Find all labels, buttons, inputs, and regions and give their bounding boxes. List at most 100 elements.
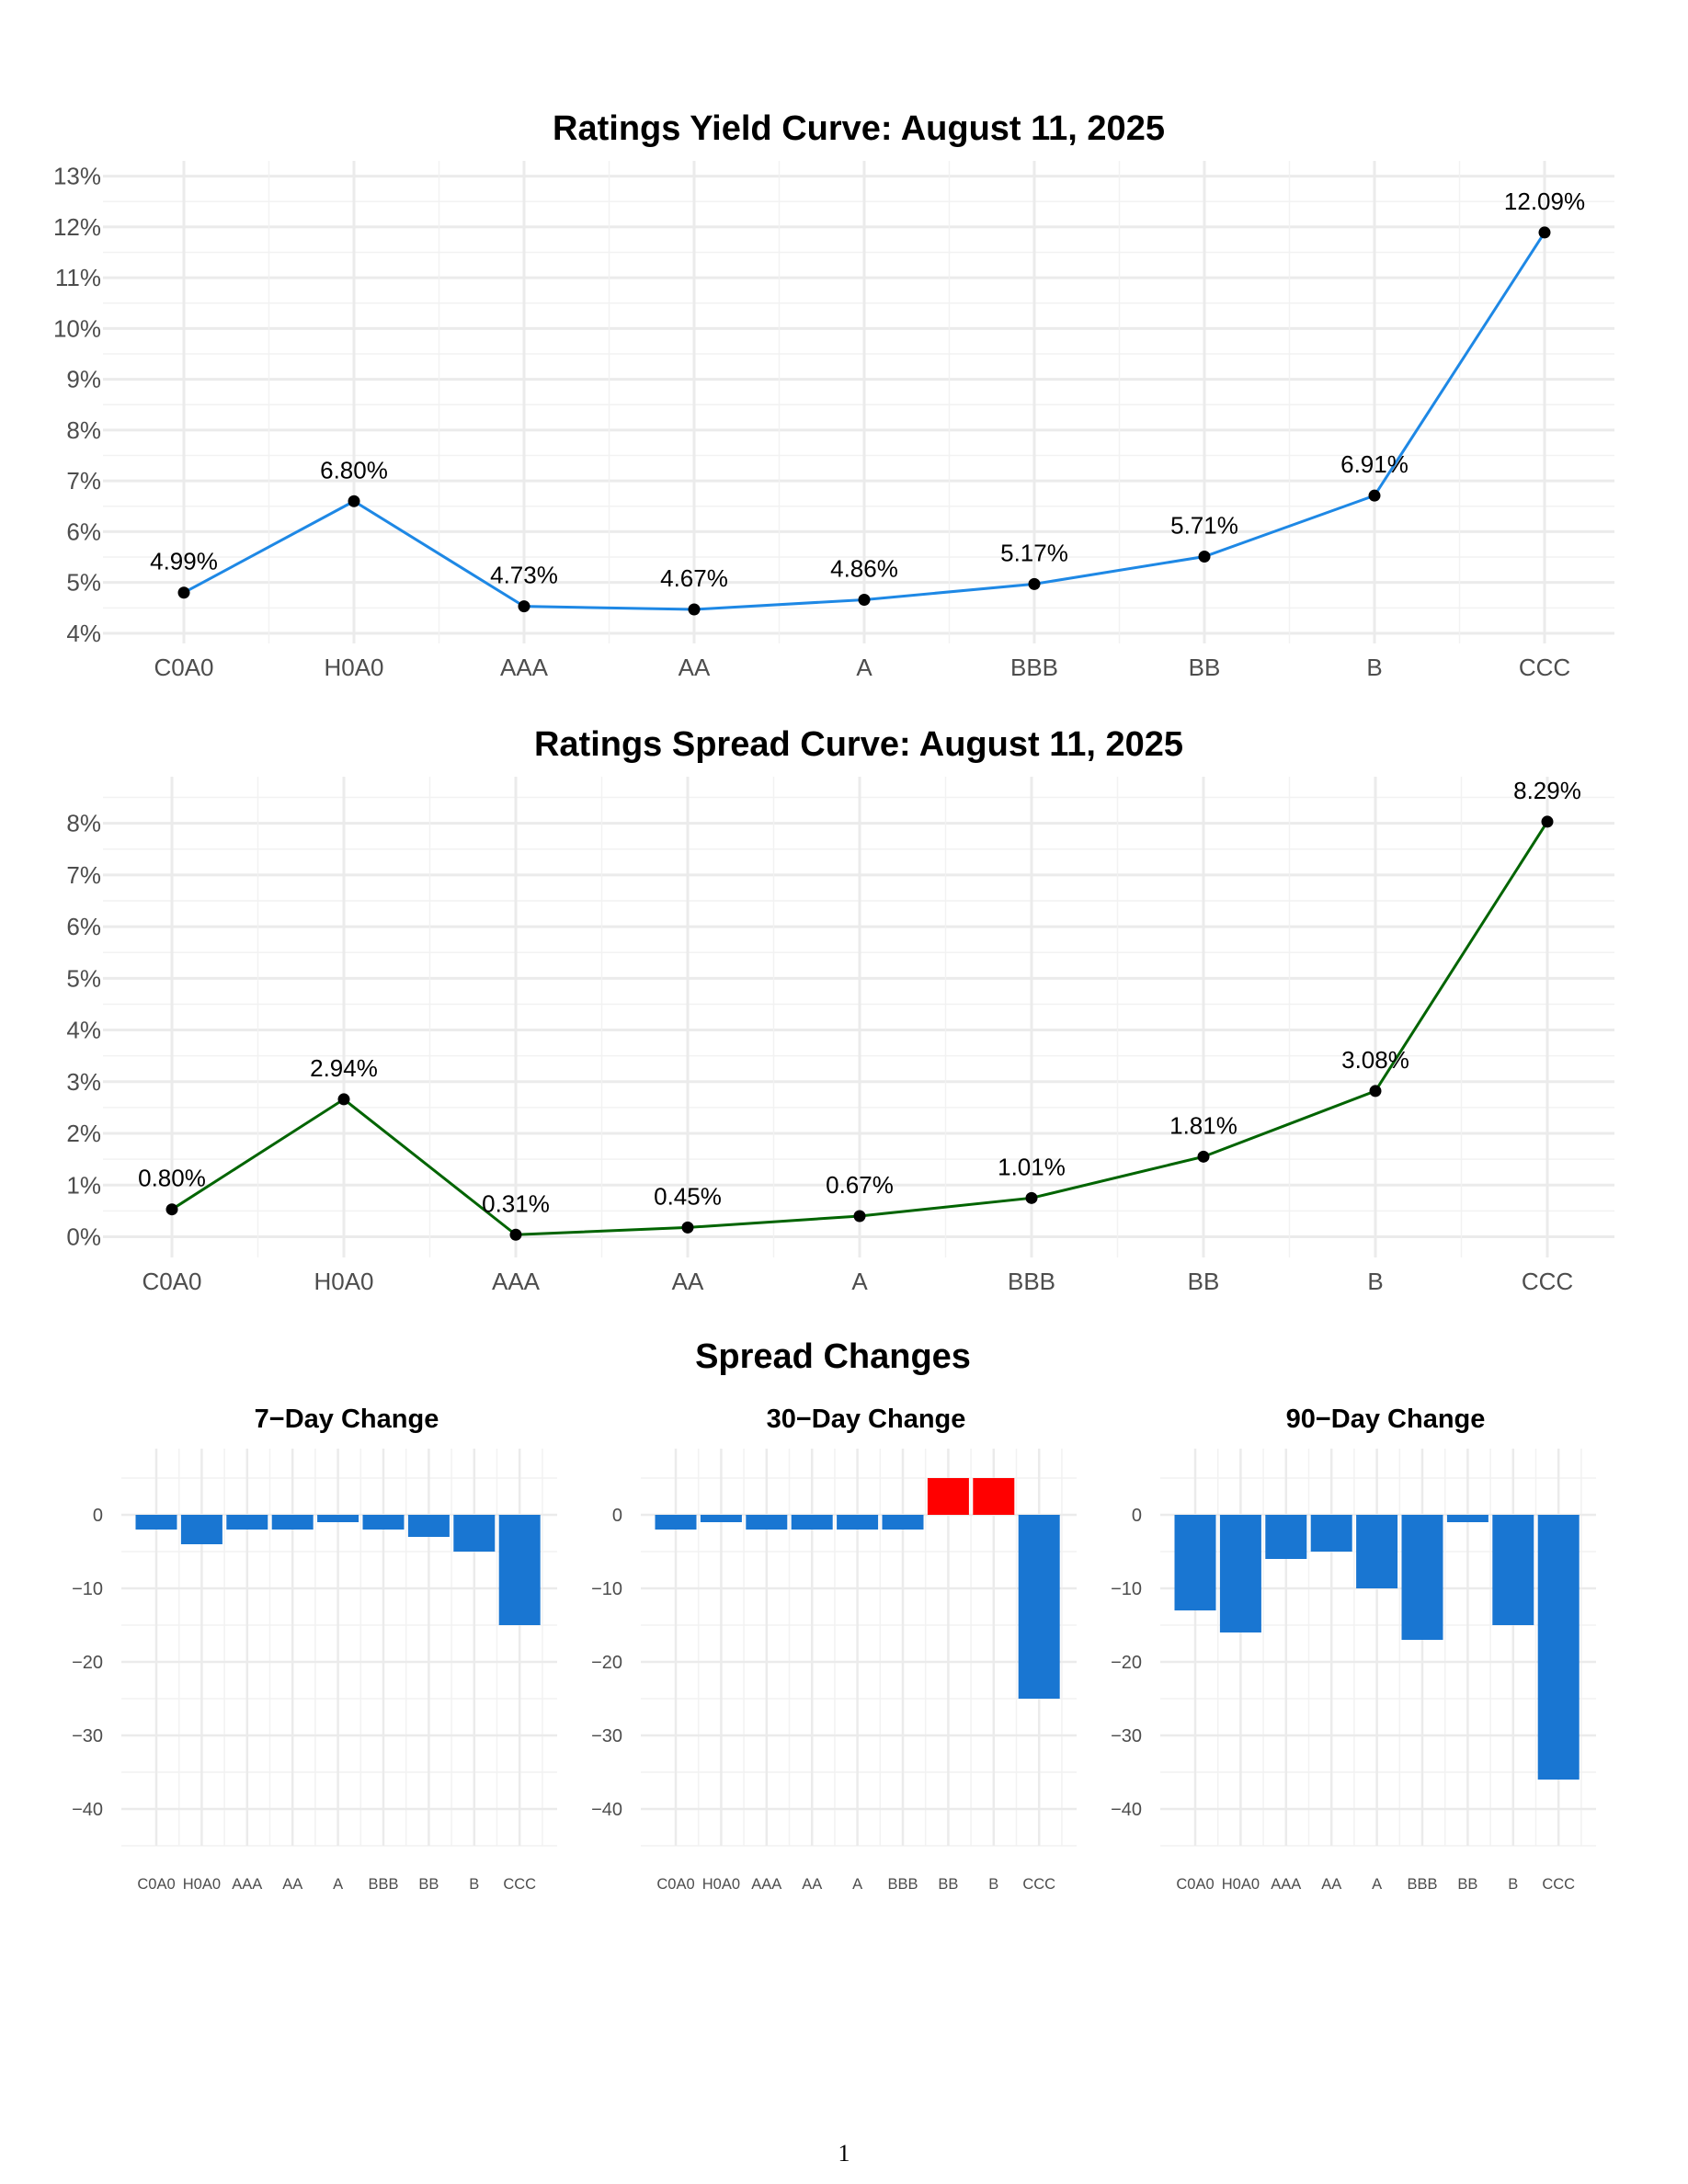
data-label: 8.29% (1513, 777, 1581, 804)
bar (1174, 1515, 1216, 1610)
x-tick-label: H0A0 (324, 654, 383, 681)
x-tick-label: AAA (751, 1876, 781, 1893)
x-tick-label: C0A0 (142, 1268, 201, 1295)
bar (180, 1515, 222, 1544)
y-tick-label: 4% (66, 1017, 101, 1044)
x-tick-label: AA (679, 654, 711, 681)
x-tick-label: B (988, 1876, 998, 1893)
data-label: 0.67% (826, 1171, 894, 1199)
y-tick-label: 8% (66, 810, 101, 837)
x-tick-label: H0A0 (183, 1876, 221, 1893)
chart-title: 7−Day Change (255, 1405, 439, 1434)
x-tick-label: CCC (503, 1876, 536, 1893)
y-tick-label: 13% (53, 163, 101, 190)
data-label: 4.86% (830, 554, 898, 582)
bar (700, 1515, 742, 1522)
bar (1537, 1515, 1580, 1780)
x-tick-label: AA (802, 1876, 822, 1893)
bar (317, 1515, 359, 1522)
bar (1446, 1515, 1488, 1522)
data-point (1369, 1085, 1382, 1098)
x-tick-label: BB (1188, 1268, 1220, 1295)
bar (1356, 1515, 1398, 1588)
data-label: 6.91% (1340, 450, 1409, 478)
bar (837, 1515, 879, 1530)
x-tick-label: H0A0 (702, 1876, 740, 1893)
x-tick-label: BB (1457, 1876, 1477, 1893)
data-label: 4.67% (660, 564, 728, 592)
data-point (518, 600, 530, 613)
y-tick-label: 0 (93, 1506, 103, 1526)
y-tick-label: 7% (66, 861, 101, 889)
x-tick-label: C0A0 (154, 654, 213, 681)
y-tick-label: 0 (1132, 1506, 1142, 1526)
y-tick-label: 9% (66, 366, 101, 393)
data-label: 4.73% (490, 562, 558, 589)
y-tick-label: 0 (612, 1506, 622, 1526)
x-tick-label: C0A0 (656, 1876, 694, 1893)
data-point (858, 593, 871, 606)
y-tick-label: 0% (66, 1223, 101, 1251)
data-point (1198, 551, 1211, 563)
data-point (853, 1210, 866, 1223)
y-tick-label: −40 (72, 1800, 103, 1820)
gridlines (121, 1449, 557, 1847)
data-label: 5.71% (1170, 512, 1238, 540)
y-tick-label: −20 (1111, 1653, 1142, 1673)
spread-curve-chart: 0%1%2%3%4%5%6%7%8%C0A0 H0A0 AAA AA A BBB BB B CC… (66, 725, 1614, 1295)
y-tick-label: 5% (66, 569, 101, 597)
data-label: 0.45% (654, 1182, 722, 1210)
data-point (688, 603, 701, 616)
x-tick-label: BB (938, 1876, 958, 1893)
bar (226, 1515, 268, 1530)
page-number: 1 (838, 2140, 850, 2167)
gridlines (641, 1449, 1077, 1847)
y-tick-label: 10% (53, 314, 101, 342)
data-label: 1.01% (998, 1153, 1066, 1180)
x-tick-label: H0A0 (314, 1268, 373, 1295)
bar (498, 1515, 541, 1625)
x-tick-label: AA (672, 1268, 704, 1295)
x-tick-label: BBB (1407, 1876, 1437, 1893)
y-tick-label: −40 (1111, 1800, 1142, 1820)
bar (1219, 1515, 1261, 1632)
data-label: 0.31% (482, 1189, 550, 1217)
bar (135, 1515, 177, 1530)
data-label: 3.08% (1341, 1046, 1409, 1074)
y-tick-label: 11% (55, 264, 101, 291)
bar (746, 1515, 788, 1530)
x-tick-label: CCC (1519, 654, 1570, 681)
bar (453, 1515, 496, 1552)
y-tick-label: −20 (591, 1653, 622, 1673)
x-tick-label: BBB (368, 1876, 398, 1893)
data-point (1025, 1191, 1038, 1204)
x-tick-label: AAA (232, 1876, 262, 1893)
y-tick-label: 5% (66, 964, 101, 992)
data-point (1028, 577, 1041, 590)
bar (1018, 1515, 1060, 1699)
x-tick-label: CCC (1542, 1876, 1575, 1893)
bar (882, 1515, 924, 1530)
x-tick-label: C0A0 (137, 1876, 175, 1893)
y-tick-label: −10 (591, 1579, 622, 1599)
x-tick-label: BB (418, 1876, 439, 1893)
x-tick-label: H0A0 (1222, 1876, 1260, 1893)
bar (271, 1515, 314, 1530)
x-tick-label: A (852, 1876, 862, 1893)
bar (1310, 1515, 1352, 1552)
data-point (177, 586, 190, 599)
data-point (681, 1221, 694, 1234)
data-label: 2.94% (310, 1054, 378, 1082)
y-tick-label: −40 (591, 1800, 622, 1820)
y-tick-label: 4% (66, 620, 101, 647)
y-tick-label: 2% (66, 1120, 101, 1147)
data-point (509, 1228, 522, 1241)
bar (973, 1478, 1015, 1515)
x-tick-label: A (851, 1268, 868, 1295)
x-tick-label: B (469, 1876, 479, 1893)
bar (1401, 1515, 1443, 1640)
y-tick-label: 6% (66, 518, 101, 545)
